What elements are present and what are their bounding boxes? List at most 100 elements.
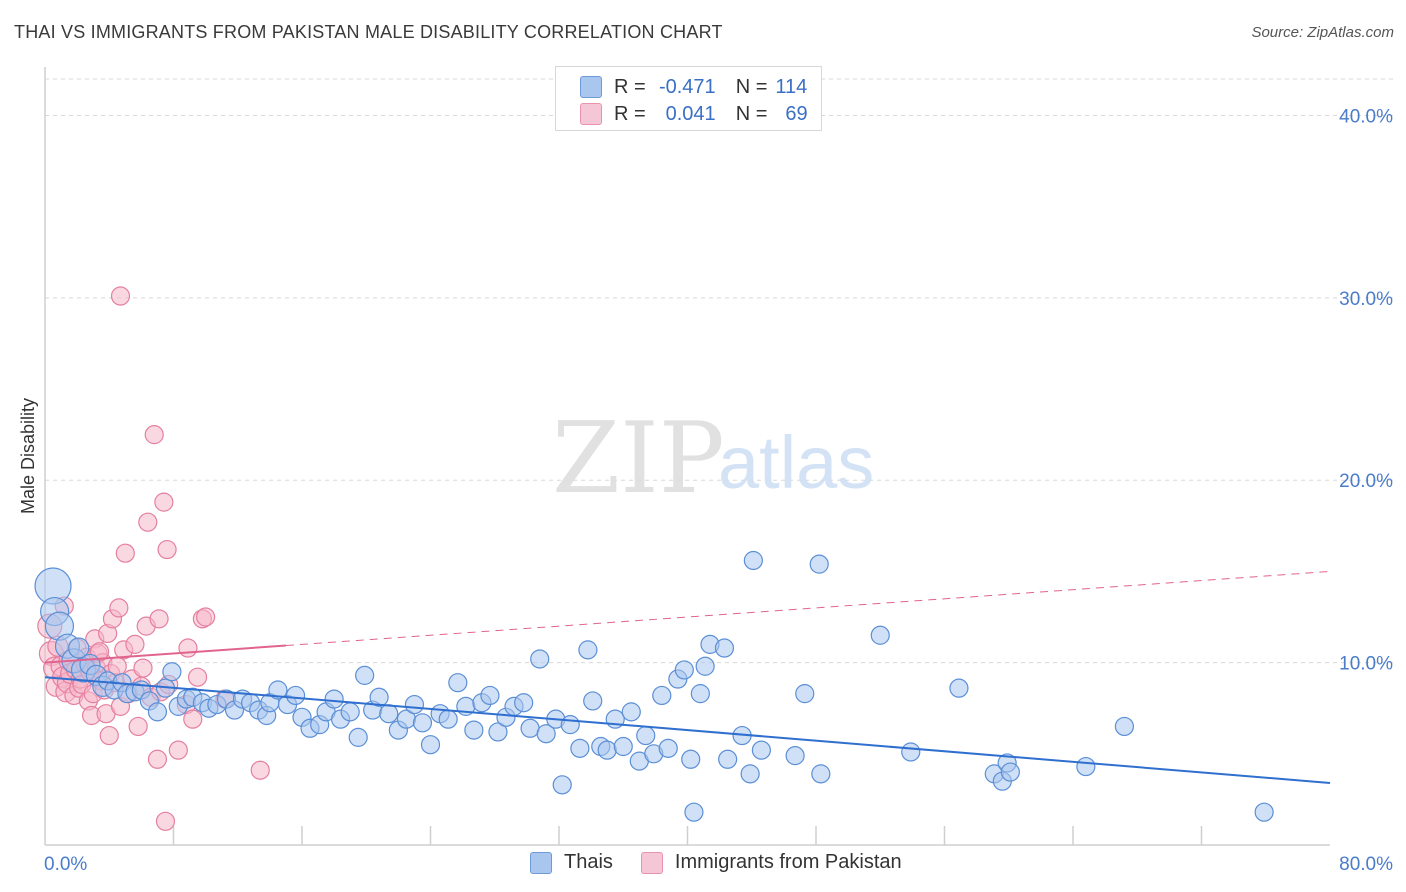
thai-point (578, 640, 598, 660)
legend-n-value: 114 (775, 75, 808, 98)
thai-point (1000, 762, 1020, 782)
pakistan-point (133, 658, 153, 678)
pakistan-point (155, 811, 176, 831)
legend-row-thais: R = -0.471 N = 114 (580, 74, 807, 100)
thai-point (348, 727, 368, 747)
thai-point (560, 715, 580, 735)
series-label-thais: Thais (564, 851, 613, 873)
pakistan-point (138, 512, 158, 532)
y-tick-label: 30.0% (1339, 289, 1393, 310)
pakistan-point (115, 543, 135, 563)
thai-point (743, 550, 763, 571)
pakistan-point (183, 709, 203, 729)
pakistan-trend-line-solid (44, 644, 287, 664)
watermark-zip: ZIP (552, 402, 725, 516)
legend-r-label: R = (614, 75, 646, 98)
y-tick-label: 40.0% (1339, 106, 1393, 127)
grid-layer (45, 78, 1393, 664)
pakistan-trend-line-dashed (285, 570, 1331, 647)
pakistan-point (157, 539, 177, 560)
thai-point (162, 662, 182, 682)
thai-point (811, 764, 831, 784)
y-tick-label: 10.0% (1339, 654, 1393, 675)
thai-series-points (34, 550, 1274, 822)
pakistan-point (125, 634, 145, 654)
x-tick-label-min: 0.0% (44, 854, 87, 875)
pakistan-point (147, 749, 168, 769)
thai-point (714, 638, 735, 658)
thai-point (751, 740, 771, 760)
thai-point (285, 685, 306, 706)
thai-point (438, 709, 458, 729)
thai-point (583, 691, 603, 711)
thai-point (1114, 716, 1135, 737)
pakistan-point (110, 286, 131, 306)
thai-point (488, 722, 508, 742)
series-legend-thais: Thais (530, 851, 613, 874)
thai-point (379, 704, 399, 724)
pakistan-point (128, 716, 148, 737)
legend-r-value: -0.471 (658, 75, 716, 98)
pakistan-point (178, 638, 198, 658)
legend-swatch-pakistan (580, 103, 602, 125)
thai-point (621, 702, 641, 722)
thai-point (68, 637, 90, 659)
thai-point (412, 713, 433, 733)
pakistan-point (168, 740, 188, 760)
thai-point (514, 693, 534, 713)
pakistan-point (109, 598, 129, 618)
x-tick-label-max: 80.0% (1339, 854, 1393, 875)
legend-n-label: N = (735, 75, 768, 98)
pakistan-point (154, 492, 174, 512)
thai-point (480, 685, 500, 706)
thai-point (340, 702, 360, 722)
thai-point (690, 684, 710, 704)
pakistan-series-points (37, 286, 270, 831)
source-attribution: Source: ZipAtlas.com (1251, 24, 1394, 41)
thai-point (901, 742, 921, 762)
series-legend: Thais Immigrants from Pakistan (530, 851, 930, 874)
thai-point (681, 749, 701, 769)
watermark: ZIP atlas (552, 402, 874, 516)
thai-point (795, 684, 815, 704)
thai-point (949, 678, 969, 698)
series-legend-pakistan: Immigrants from Pakistan (640, 851, 902, 874)
axis-layer (44, 67, 1330, 846)
y-axis-label: Male Disability (18, 398, 38, 514)
thai-point (597, 740, 617, 760)
thai-point (420, 735, 441, 755)
thai-point (530, 649, 550, 669)
thai-point (570, 738, 590, 758)
chart-title: THAI VS IMMIGRANTS FROM PAKISTAN MALE DI… (14, 22, 723, 42)
thai-point (1254, 802, 1274, 822)
thai-point (520, 718, 540, 738)
y-tick-labels: 10.0% 20.0% 30.0% 40.0% (1339, 106, 1393, 674)
legend-r-value: 0.041 (665, 102, 716, 125)
pakistan-point (144, 425, 164, 445)
thai-point (404, 694, 425, 715)
watermark-atlas: atlas (718, 421, 874, 504)
thai-point (740, 764, 760, 784)
x-tick-labels: 0.0% 80.0% (44, 854, 1393, 875)
thai-point (464, 720, 484, 740)
legend-r-label: R = (614, 102, 646, 125)
legend-row-pakistan: R = 0.041 N = 69 (580, 101, 808, 127)
thai-point (613, 736, 633, 757)
pakistan-point (187, 667, 208, 687)
pakistan-point (99, 725, 119, 746)
series-swatch-thais (530, 851, 552, 874)
y-tick-label: 20.0% (1339, 471, 1393, 492)
thai-point (324, 689, 344, 709)
thai-point (695, 656, 715, 676)
legend-n-label: N = (735, 102, 768, 125)
thai-point (369, 687, 389, 707)
thai-point (1076, 756, 1096, 777)
thai-point (355, 665, 375, 685)
legend-swatch-thais (580, 76, 602, 98)
pakistan-point (250, 760, 270, 780)
trend-lines (44, 570, 1331, 784)
thai-point (684, 802, 704, 822)
series-label-pakistan: Immigrants from Pakistan (674, 851, 902, 873)
series-swatch-pakistan (640, 851, 663, 874)
